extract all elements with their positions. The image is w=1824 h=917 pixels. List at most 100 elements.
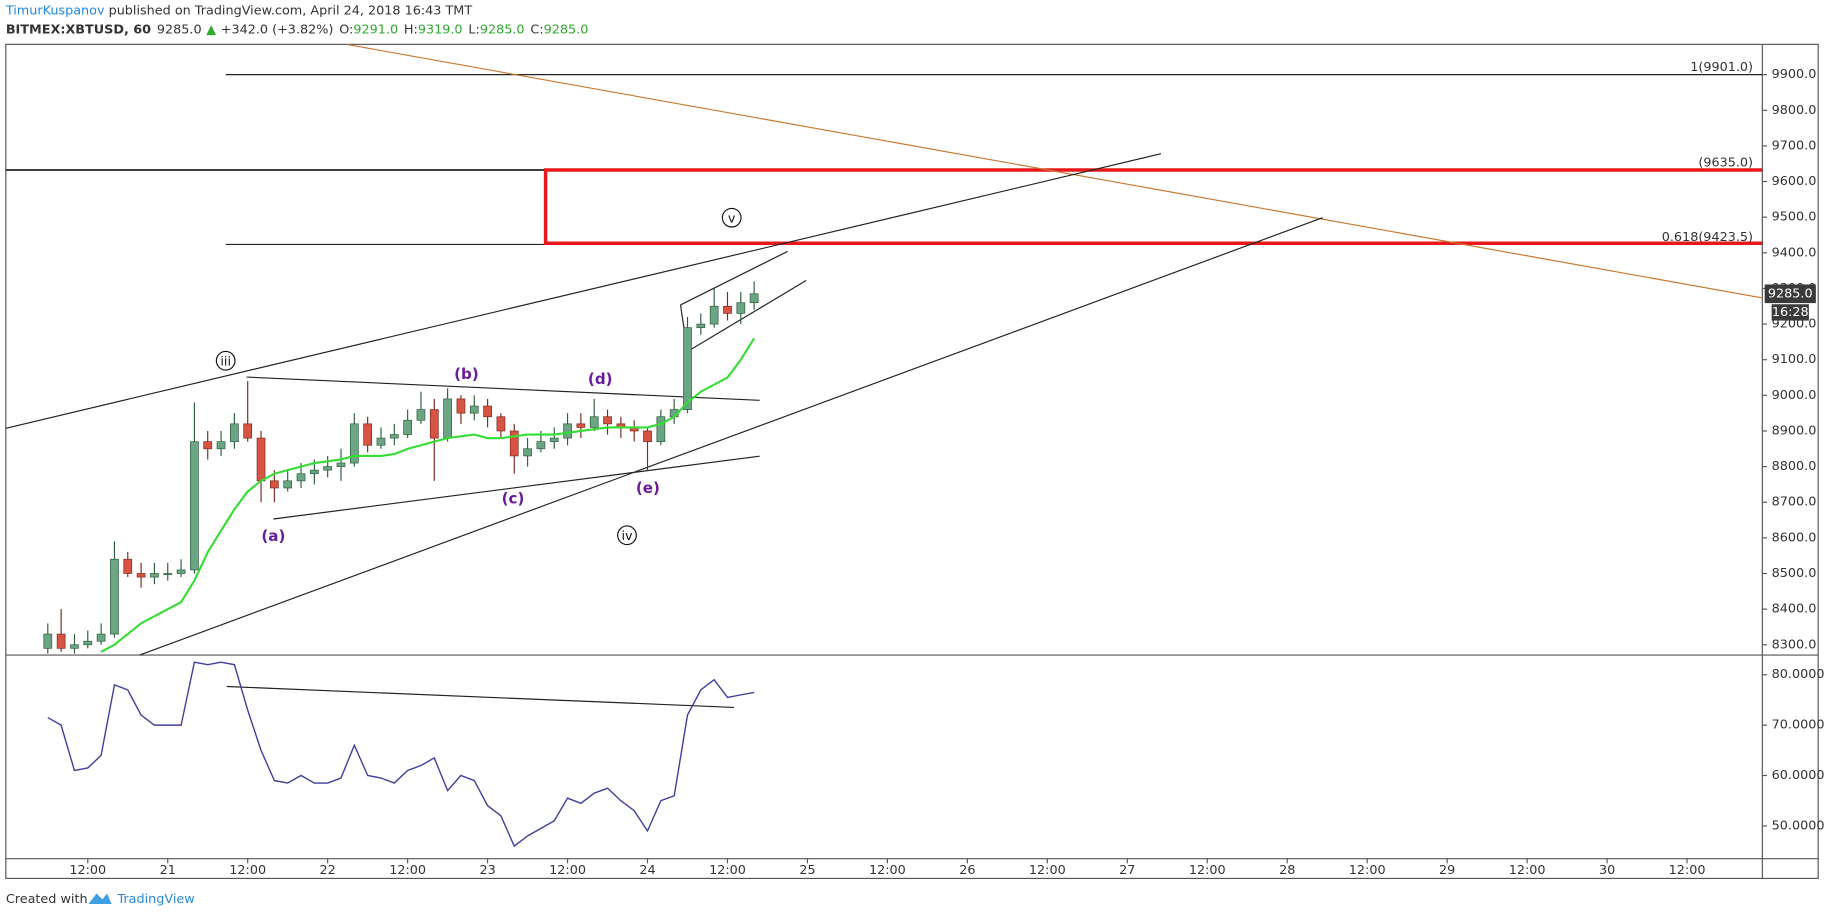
y-tick-label: 8300.0 [1772, 637, 1817, 652]
y-tick-label: 9100.0 [1772, 352, 1817, 367]
y2-tick-label: 60.0000 [1772, 768, 1824, 783]
candle-body [323, 466, 333, 471]
last: 9285.0 [157, 22, 202, 37]
candle-body [190, 441, 199, 571]
candle-body [110, 558, 119, 635]
trend-line [346, 44, 1763, 299]
candle-body [70, 644, 79, 649]
sub-wave-label: (b) [454, 365, 479, 383]
candle-body [563, 423, 572, 439]
indicator-pane [47, 661, 755, 848]
author[interactable]: TimurKuspanov [5, 3, 105, 18]
fib-label: (9635.0) [1698, 156, 1753, 171]
candle-body [270, 480, 279, 489]
l-label: L: [468, 22, 479, 37]
moving-average [100, 337, 756, 653]
symbol: BITMEX:XBTUSD, 60 [6, 22, 151, 37]
h-value: 9319.0 [418, 22, 463, 37]
candle-body [576, 423, 586, 428]
y2-tick-label: 50.0000 [1772, 818, 1824, 833]
candle-body [163, 573, 173, 576]
y-tick-label: 9700.0 [1772, 138, 1817, 153]
candle-body [203, 441, 213, 450]
candle-body [523, 448, 532, 457]
candle-body [643, 430, 652, 443]
main-pane [5, 44, 1763, 656]
x-tick-label: 27 [1119, 863, 1135, 878]
candle-body [123, 558, 133, 574]
candle-body [96, 633, 106, 642]
candle-body [216, 441, 226, 450]
candle-body [683, 327, 692, 410]
change: +342.0 (+3.82%) [221, 22, 334, 37]
indicator-line [47, 661, 755, 848]
brand[interactable]: TradingView [116, 892, 194, 907]
candle-body [536, 441, 546, 450]
candle-body [456, 398, 466, 414]
candle-body [363, 423, 372, 446]
candle-body [509, 430, 519, 457]
trend-line [5, 153, 1162, 429]
candle-body [256, 437, 266, 482]
candle-body [656, 416, 666, 443]
y-tick-label: 8700.0 [1772, 495, 1817, 510]
footer-text: Created with [6, 892, 88, 907]
c-label: C: [530, 22, 543, 37]
x-tick-label: 12:00 [1189, 863, 1226, 878]
x-tick-label: 12:00 [1669, 863, 1706, 878]
symbol-line: BITMEX:XBTUSD, 60 9285.0 ▲ +342.0 (+3.82%) O… [6, 22, 589, 37]
x-tick-label: 12:00 [1509, 863, 1546, 878]
wave-circle [721, 207, 742, 228]
candle-body [549, 437, 559, 443]
candle-body [150, 573, 159, 578]
x-tick-label: 29 [1439, 863, 1455, 878]
y-tick-label: 9500.0 [1772, 210, 1817, 225]
candle-body [496, 416, 506, 432]
header-line: TimurKuspanov published on TradingView.c… [5, 3, 473, 18]
candle-body [56, 633, 66, 649]
wave-circle [215, 350, 236, 371]
channel-line [680, 250, 788, 306]
y-tick-label: 8600.0 [1772, 530, 1817, 545]
wave-label: iv [621, 529, 633, 544]
candle-body [349, 423, 359, 464]
countdown-tag [1771, 304, 1809, 321]
candle-body [176, 569, 186, 574]
channel-line [687, 280, 807, 352]
x-tick-label: 12:00 [69, 863, 106, 878]
x-tick-label: 30 [1599, 863, 1615, 878]
candle-body [723, 305, 732, 314]
trend-line [139, 217, 1323, 656]
x-tick-label: 12:00 [1029, 863, 1066, 878]
y-tick-label: 9800.0 [1772, 103, 1817, 118]
candle-body [429, 409, 439, 439]
y2-tick-label: 80.0000 [1772, 667, 1824, 682]
triangle-line [273, 455, 760, 520]
candle-body [709, 305, 719, 325]
o-value: 9291.0 [353, 22, 398, 37]
wave-circle [617, 525, 637, 546]
candle-body [469, 405, 479, 414]
y-tick-label: 8400.0 [1772, 602, 1817, 617]
candle-body [603, 416, 612, 425]
candle-body [230, 423, 239, 443]
y-tick-label: 9400.0 [1772, 245, 1817, 260]
published: published on TradingView.com, April 24, … [105, 3, 473, 18]
x-tick-label: 12:00 [549, 863, 586, 878]
arrow: ▲ [206, 22, 216, 37]
x-tick-label: 21 [160, 863, 176, 878]
fib-label: 1(9901.0) [1690, 60, 1753, 75]
l-value: 9285.0 [480, 22, 525, 37]
sub-wave-label: (a) [261, 527, 285, 545]
x-tick-label: 12:00 [709, 863, 746, 878]
target-box [543, 168, 1763, 246]
y-tick-label: 8500.0 [1772, 566, 1817, 581]
y-tick-label: 8900.0 [1772, 423, 1817, 438]
candle-body [443, 398, 452, 439]
candle-body [389, 434, 399, 439]
y-tick-label: 8800.0 [1772, 459, 1817, 474]
sub-wave-label: (e) [636, 479, 660, 497]
x-tick-label: 12:00 [869, 863, 906, 878]
candle-body [283, 480, 293, 489]
